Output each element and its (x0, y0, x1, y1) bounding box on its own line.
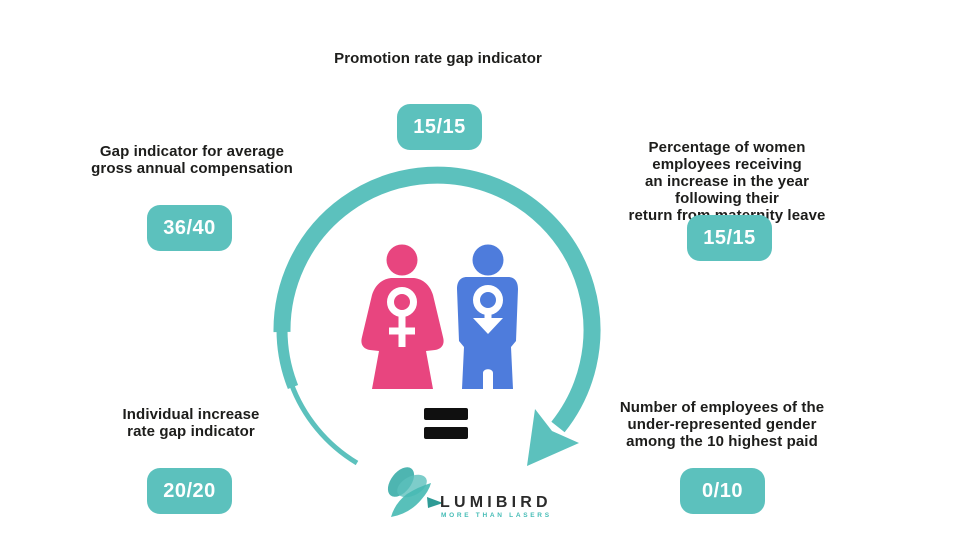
logo-wordmark: LUMIBIRD (440, 494, 552, 511)
score-badge-top-ten-paid: 0/10 (680, 468, 765, 514)
circular-arrow-icon (273, 166, 601, 466)
hummingbird-logo-icon (387, 467, 443, 517)
woman-figure-icon (361, 244, 444, 389)
score-badge-promotion: 15/15 (397, 104, 482, 150)
score-badge-compensation: 36/40 (147, 205, 232, 251)
indicator-label-individual-increase: Individual increase rate gap indicator (122, 406, 260, 441)
score-badge-individual-increase: 20/20 (147, 468, 232, 514)
score-badge-maternity: 15/15 (687, 215, 772, 261)
female-symbol-icon (387, 287, 417, 347)
equals-icon (424, 408, 468, 439)
indicator-label-top-ten-paid: Number of employees of the under-represe… (619, 399, 825, 451)
logo-tagline: MORE THAN LASERS (441, 512, 552, 519)
male-down-symbol-icon (473, 285, 503, 334)
indicator-label-promotion: Promotion rate gap indicator (334, 50, 542, 67)
arrowhead-icon (527, 409, 579, 466)
indicator-label-compensation: Gap indicator for average gross annual c… (91, 143, 293, 178)
indicator-label-maternity: Percentage of women employees receiving … (628, 139, 826, 225)
man-figure-icon (457, 244, 518, 389)
